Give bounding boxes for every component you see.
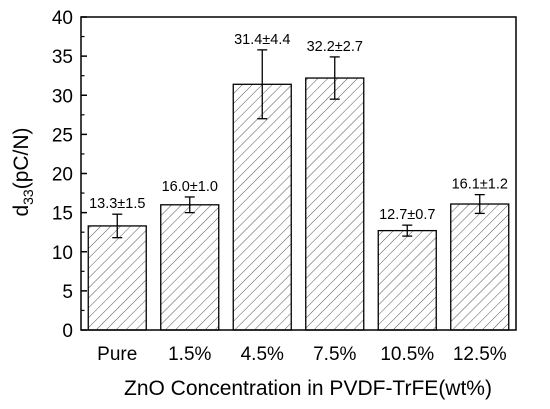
data-label: 12.7±0.7	[379, 207, 435, 223]
y-tick-label: 40	[52, 8, 73, 29]
y-tick-label: 25	[52, 125, 73, 146]
y-axis-title-unit: (pC/N)	[10, 127, 33, 189]
y-axis-title: d33(pC/N)	[10, 127, 36, 216]
y-tick-label: 20	[52, 165, 73, 186]
x-tick-label: 12.5%	[453, 344, 507, 365]
y-tick-label: 15	[52, 204, 73, 225]
y-tick-label: 10	[52, 243, 73, 264]
data-label: 16.1±1.2	[452, 177, 508, 193]
y-tick-label: 5	[62, 282, 73, 303]
x-tick-label: 4.5%	[241, 344, 284, 365]
bar	[160, 204, 220, 331]
x-tick-label: Pure	[97, 344, 137, 365]
y-tick-label: 0	[62, 321, 73, 342]
x-tick-label: 10.5%	[380, 344, 434, 365]
bar	[377, 229, 437, 331]
y-axis-title-main: d	[10, 205, 33, 217]
x-axis-title: ZnO Concentration in PVDF-TrFE(wt%)	[124, 377, 492, 400]
bar	[450, 203, 510, 331]
data-label: 31.4±4.4	[234, 32, 290, 48]
data-label: 16.0±1.0	[162, 179, 218, 195]
bar	[87, 225, 147, 331]
bar	[305, 77, 365, 331]
y-tick-label: 35	[52, 47, 73, 68]
y-tick-label: 30	[52, 86, 73, 107]
y-axis-title-subscript: 33	[20, 189, 36, 205]
data-label: 13.3±1.5	[89, 196, 145, 212]
bar	[232, 83, 292, 331]
x-tick-label: 7.5%	[313, 344, 356, 365]
data-label: 32.2±2.7	[307, 39, 363, 55]
x-tick-label: 1.5%	[168, 344, 211, 365]
